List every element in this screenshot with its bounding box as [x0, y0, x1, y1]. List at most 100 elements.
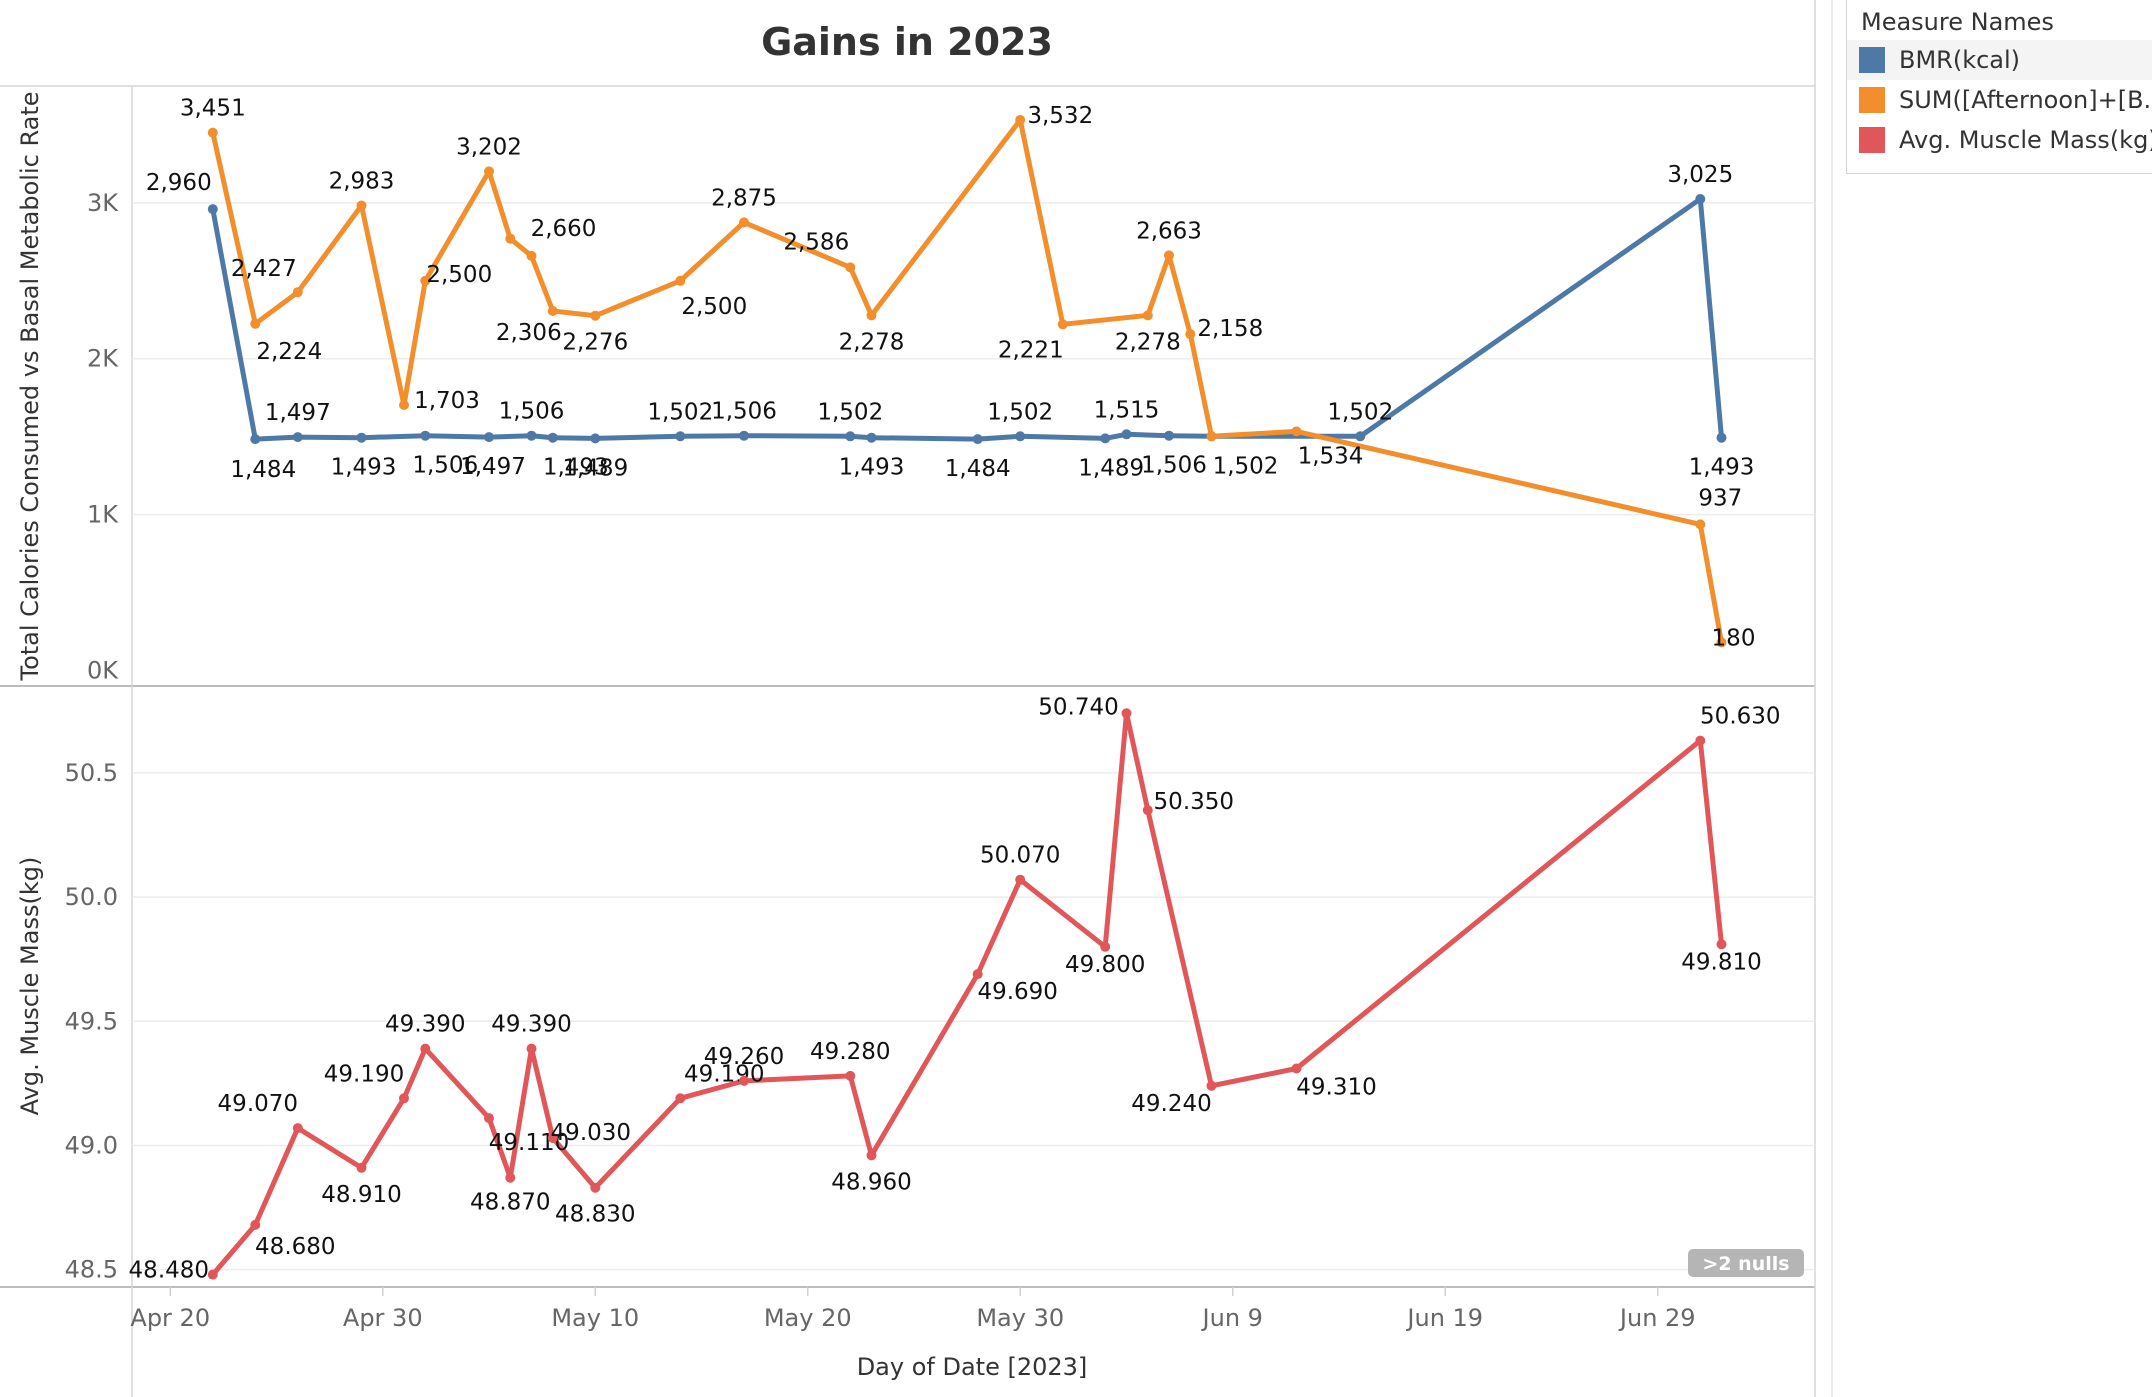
y-tick-label-p1-4: 50.5: [65, 759, 118, 787]
x-tick-label-1: Apr 30: [343, 1304, 423, 1332]
x-tick-label-7: Jun 29: [1618, 1304, 1696, 1332]
data-label-p1-s0-12: 49.260: [704, 1044, 784, 1070]
data-label-p1-s0-7: 48.870: [470, 1190, 550, 1216]
nulls-badge-text[interactable]: >2 nulls: [1702, 1253, 1789, 1275]
y-tick-label-p1-3: 50.0: [65, 883, 118, 911]
data-label-p1-s0-22: 50.630: [1700, 704, 1780, 730]
data-point-p1-s0-9: [547, 1133, 558, 1143]
data-label-p0-s0-12: 1,493: [839, 455, 905, 481]
data-point-p0-s0-10: [739, 430, 749, 441]
legend-swatch-muscle-mass: [1859, 127, 1885, 153]
x-tick-label-4: May 30: [976, 1304, 1064, 1332]
data-label-p0-s1-22: 937: [1698, 485, 1742, 511]
data-point-p0-s1-4: [399, 400, 409, 410]
data-point-p1-s0-12: [739, 1075, 749, 1086]
data-label-p0-s0-20: 3,025: [1667, 162, 1733, 188]
data-point-p0-s1-22: [1695, 519, 1706, 530]
data-label-p0-s0-3: 1,493: [331, 455, 397, 481]
data-label-p0-s1-8: 2,660: [531, 216, 597, 242]
y-tick-label-p1-1: 49.0: [65, 1131, 118, 1159]
data-label-p0-s1-11: 2,500: [681, 294, 747, 320]
legend-title: Measure Names: [1861, 8, 2054, 36]
data-point-p0-s1-2: [292, 287, 303, 298]
data-point-p0-s0-4: [420, 430, 431, 441]
data-label-p0-s0-10: 1,506: [711, 399, 777, 425]
data-label-p0-s0-17: 1,506: [1141, 453, 1207, 479]
data-point-p0-s1-23: [1716, 637, 1727, 648]
data-label-p0-s1-10: 2,276: [562, 330, 628, 356]
legend-item-muscle-mass[interactable]: Avg. Muscle Mass(kg): [1847, 120, 2152, 160]
data-point-p1-s0-22: [1695, 735, 1706, 746]
legend-swatch-calories: [1859, 87, 1885, 113]
data-point-p1-s0-20: [1206, 1080, 1217, 1091]
legend-label-bmr: BMR(kcal): [1899, 46, 2021, 74]
data-point-p0-s1-8: [526, 250, 537, 261]
data-point-p1-s0-2: [292, 1123, 303, 1134]
data-label-p0-s0-19: 1,502: [1327, 399, 1393, 425]
data-point-p0-s0-21: [1716, 432, 1727, 443]
data-label-p1-s0-13: 49.280: [810, 1039, 890, 1065]
data-label-p1-s0-8: 49.390: [491, 1012, 571, 1038]
data-label-p0-s0-13: 1,484: [945, 456, 1011, 482]
data-label-p0-s1-16: 2,221: [998, 337, 1064, 363]
data-label-p1-s0-1: 48.680: [255, 1234, 335, 1260]
data-label-p0-s1-1: 2,224: [256, 339, 322, 365]
data-label-p0-s0-9: 1,502: [647, 399, 713, 425]
data-point-p0-s1-6: [484, 166, 494, 177]
data-label-p1-s0-16: 50.070: [980, 843, 1060, 869]
data-label-p0-s0-8: 1,489: [562, 455, 628, 481]
data-point-p1-s0-4: [399, 1093, 409, 1104]
data-label-p0-s0-0: 2,960: [146, 170, 212, 196]
data-label-p1-s0-19: 50.350: [1154, 789, 1234, 815]
data-point-p0-s1-15: [1015, 115, 1026, 125]
legend-item-bmr[interactable]: BMR(kcal): [1847, 40, 2152, 80]
data-point-p0-s1-19: [1185, 329, 1196, 340]
legend-item-calories[interactable]: SUM([Afternoon]+[B..: [1847, 80, 2152, 120]
y-tick-label-p0-2: 2K: [87, 345, 119, 373]
data-label-p1-s0-0: 48.480: [129, 1258, 209, 1284]
data-label-p0-s0-21: 1,493: [1689, 455, 1755, 481]
data-point-p0-s0-19: [1355, 431, 1366, 442]
data-point-p0-s1-9: [547, 306, 558, 316]
panel-frames: [0, 0, 1833, 1397]
legend-label-calories: SUM([Afternoon]+[B..: [1899, 86, 2152, 114]
data-point-p0-s1-17: [1142, 310, 1153, 321]
data-point-p1-s0-19: [1142, 805, 1153, 816]
data-label-p0-s1-3: 2,983: [329, 169, 395, 195]
data-label-p0-s0-4: 1,506: [412, 453, 478, 479]
data-label-p0-s0-14: 1,502: [987, 399, 1053, 425]
series-line-sum-afternoon-b: [210, 117, 1724, 645]
data-point-p0-s1-16: [1057, 319, 1068, 330]
data-label-p1-s0-2: 49.070: [218, 1091, 298, 1117]
data-point-p0-s1-0: [207, 127, 218, 138]
data-label-p0-s1-14: 2,278: [839, 329, 905, 355]
nulls-badge-bg[interactable]: [1688, 1249, 1804, 1277]
data-point-p1-s0-6: [484, 1113, 494, 1124]
data-label-p1-s0-15: 49.690: [977, 979, 1057, 1005]
data-label-p1-s0-14: 48.960: [831, 1169, 911, 1195]
data-point-p0-s1-7: [505, 233, 516, 244]
data-label-p1-s0-3: 48.910: [321, 1182, 401, 1208]
data-point-p1-s0-23: [1716, 939, 1727, 950]
y-tick-label-p1-2: 49.5: [65, 1007, 118, 1035]
data-point-p1-s0-13: [845, 1070, 856, 1081]
nulls-indicator[interactable]: >2 nulls: [1688, 1249, 1804, 1277]
y-axis-ticks: 0K 1K 2K 3K 48.5 49.0 49.5 50.0 50.5: [65, 189, 120, 1284]
data-label-p0-s0-1: 1,484: [230, 457, 296, 483]
data-point-p1-s0-8: [526, 1043, 537, 1054]
series-line-bmr-kcal: [210, 196, 1724, 442]
legend-swatch-bmr: [1859, 47, 1885, 73]
data-label-p1-s0-17: 49.800: [1065, 952, 1145, 978]
data-point-p0-s0-7: [547, 432, 558, 443]
y-tick-label-p0-1: 1K: [87, 501, 119, 529]
data-point-p1-s0-14: [866, 1150, 877, 1161]
data-point-p0-s0-12: [866, 432, 877, 443]
x-tick-label-6: Jun 19: [1405, 1304, 1483, 1332]
data-point-p0-s1-18: [1164, 250, 1174, 261]
data-label-p0-s0-11: 1,502: [817, 399, 883, 425]
data-point-p0-s0-1: [250, 434, 261, 445]
data-point-p1-s0-7: [505, 1172, 516, 1183]
data-point-p0-s0-9: [675, 431, 686, 442]
data-point-p0-s1-3: [356, 200, 367, 211]
data-label-p0-s1-4: 1,703: [414, 388, 480, 414]
